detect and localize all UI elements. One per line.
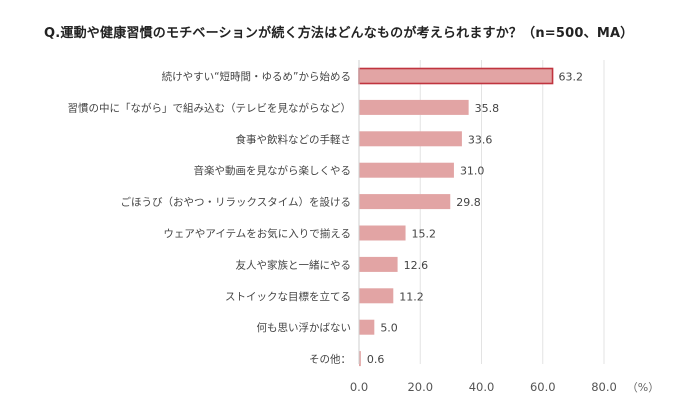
x-tick-label: 80.0 bbox=[591, 380, 617, 394]
unit-label: （%） bbox=[627, 381, 659, 394]
bar bbox=[359, 288, 394, 304]
value-label: 12.6 bbox=[404, 259, 429, 272]
bar bbox=[359, 351, 361, 367]
category-label: 友人や家族と一緒にやる bbox=[236, 258, 352, 271]
x-tick-label: 0.0 bbox=[350, 380, 368, 394]
category-label: 何も思い浮かばない bbox=[257, 321, 352, 334]
value-label: 11.2 bbox=[399, 290, 424, 303]
bar bbox=[359, 131, 462, 147]
chart-title: Q.運動や健康習慣のモチベーションが続く方法はどんなものが考えられますか？（n=… bbox=[44, 26, 634, 41]
category-label: 習慣の中に「ながら」で組み込む（テレビを見ながらなど） bbox=[68, 101, 352, 114]
category-label: ウェアやアイテムをお気に入りで揃える bbox=[163, 227, 351, 240]
value-label: 5.0 bbox=[380, 322, 398, 335]
x-tick-label: 20.0 bbox=[407, 380, 433, 394]
value-label: 33.6 bbox=[468, 133, 493, 146]
bar bbox=[359, 225, 406, 241]
x-tick-label: 40.0 bbox=[469, 380, 495, 394]
bar bbox=[359, 256, 398, 272]
category-label: 音楽や動画を見ながら楽しくやる bbox=[194, 164, 352, 177]
value-label: 35.8 bbox=[475, 102, 500, 115]
value-label: 31.0 bbox=[460, 165, 485, 178]
bar bbox=[359, 162, 454, 178]
category-label: その他： bbox=[309, 353, 351, 366]
category-label: 続けやすい“短時間・ゆるめ”から始める bbox=[162, 70, 351, 83]
bar bbox=[359, 194, 451, 210]
value-label: 29.8 bbox=[456, 196, 481, 209]
bar bbox=[358, 67, 554, 85]
category-label: ごほうび（おやつ・リラックスタイム）を設ける bbox=[121, 196, 351, 209]
bar bbox=[359, 99, 469, 115]
value-label: 63.2 bbox=[559, 71, 584, 84]
bar bbox=[359, 319, 375, 335]
value-label: 15.2 bbox=[412, 228, 437, 241]
category-label: 食事や飲料などの手軽さ bbox=[236, 133, 352, 146]
category-label: ストイックな目標を立てる bbox=[225, 290, 351, 303]
x-tick-label: 60.0 bbox=[530, 380, 556, 394]
value-label: 0.6 bbox=[367, 353, 385, 366]
